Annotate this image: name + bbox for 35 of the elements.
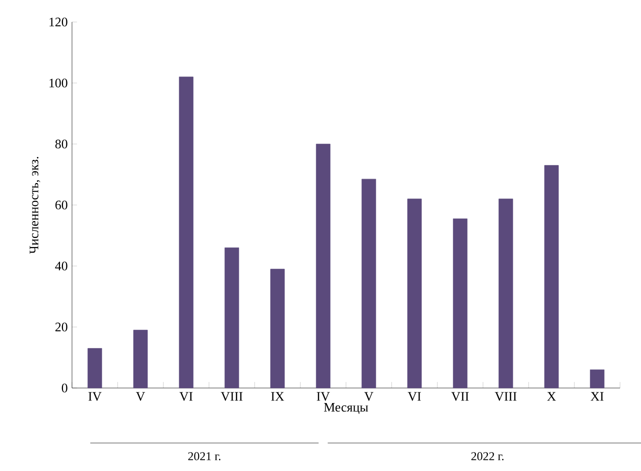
bar [133,330,148,388]
x-tick-label: VI [408,392,421,401]
bar [316,144,330,388]
y-tick-label: 40 [55,262,68,270]
bar [544,165,559,388]
y-tick-label: 80 [55,140,68,148]
y-tick-label: 120 [50,18,68,26]
y-tick-label: 100 [50,78,68,88]
text: 2021 г. [188,452,220,460]
y-tick-label: 60 [55,200,68,210]
x-tick-label: XI [590,392,604,401]
x-tick-label: VII [451,392,469,401]
bar [498,198,514,388]
bar [178,76,194,388]
x-tick-label: IV [316,392,330,401]
bar [88,348,102,388]
bar [407,198,422,388]
x-axis-title: Месяцы [324,403,368,414]
x-tick-label: IV [88,392,102,401]
y-tick-label: 0 [62,384,68,392]
x-tick-label: X [547,392,556,401]
bar [452,218,468,388]
bar [590,370,604,388]
y-tick-label: 20 [55,322,68,332]
x-tick-label: V [136,392,146,401]
x-tick-label: IX [271,392,284,401]
bar [270,268,285,388]
y-axis-title: Численность, экз. [30,156,40,254]
x-tick-label: VI [179,392,193,401]
text: 2022 г. [471,452,504,460]
bar [362,178,376,388]
x-tick-label: VIII [220,392,243,401]
x-tick-label: V [364,392,374,401]
bar [224,248,240,388]
x-tick-label: VIII [494,392,517,401]
